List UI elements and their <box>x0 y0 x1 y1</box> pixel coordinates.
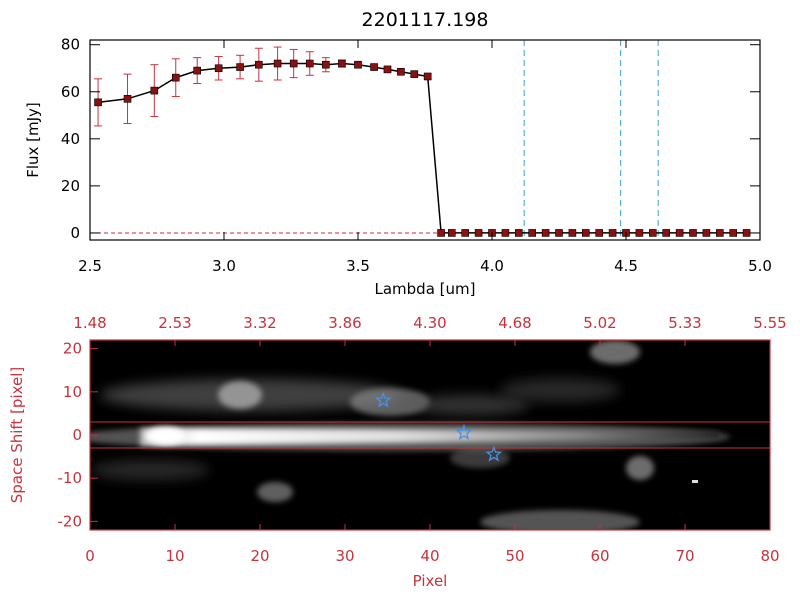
data-point-34 <box>635 229 644 237</box>
data-point-31 <box>595 229 604 237</box>
image-wavelength-ticks: 1.48 2.53 3.32 3.86 4.30 4.68 5.02 5.33 5.55 <box>73 314 787 346</box>
data-point-17 <box>410 70 419 78</box>
data-point-38 <box>689 229 697 237</box>
data-point-21 <box>461 229 470 237</box>
data-point-7 <box>255 60 263 69</box>
spectrum-x-tick-label-0: 2.5 <box>78 257 102 275</box>
image-x-tick-label-3: 30 <box>335 547 354 565</box>
image-wavelength-tick-label-2: 3.32 <box>243 314 276 332</box>
spectrum-line <box>97 62 747 234</box>
image-wavelength-tick-label-6: 5.02 <box>583 314 616 332</box>
image-x-tick-label-0: 0 <box>85 547 95 565</box>
data-point-5 <box>214 64 223 73</box>
data-point-41 <box>729 229 738 237</box>
image-x-tick-label-7: 70 <box>675 547 694 565</box>
image-wavelength-tick-label-0: 1.48 <box>73 314 106 332</box>
chart-title: 2201117.198 <box>362 9 489 31</box>
data-point-37 <box>675 229 684 237</box>
image-y-ticks: -20 -10 0 10 20 <box>58 340 98 530</box>
image-x-tick-label-6: 60 <box>590 547 609 565</box>
image-x-ticks: 0 10 20 30 40 50 60 70 80 <box>85 524 780 565</box>
image-x-tick-label-1: 10 <box>165 547 184 565</box>
data-point-10 <box>305 59 314 68</box>
spectrum-x-tick-label-5: 5.0 <box>748 257 772 275</box>
data-point-29 <box>568 229 577 237</box>
spectrum-x-tick-label-2: 3.5 <box>346 257 370 275</box>
spectral-image <box>90 340 770 530</box>
spectrum-y-tick-label-1: 20 <box>61 177 80 195</box>
data-point-6 <box>236 63 244 71</box>
data-point-22 <box>474 229 483 237</box>
image-wavelength-tick-label-4: 4.30 <box>413 314 446 332</box>
data-point-16 <box>397 67 405 76</box>
spectrum-x-axis-label: Lambda [um] <box>375 280 476 298</box>
spectrum-errorbars <box>94 46 432 127</box>
star-marker-1 <box>455 424 473 440</box>
image-y-tick-label-4: 20 <box>63 340 82 358</box>
data-point-18 <box>423 72 432 81</box>
spectrum-frame <box>89 39 761 241</box>
data-point-3 <box>171 73 180 82</box>
image-wavelength-tick-label-8: 5.55 <box>753 314 786 332</box>
spectrum-points <box>94 59 751 237</box>
image-wavelength-tick-label-3: 3.86 <box>328 314 361 332</box>
image-y-axis-label: Space Shift [pixel] <box>8 367 26 504</box>
data-point-9 <box>289 59 298 68</box>
spectrum-y-tick-label-0: 0 <box>70 224 80 242</box>
image-wavelength-tick-label-1: 2.53 <box>158 314 191 332</box>
data-point-20 <box>447 229 456 237</box>
data-point-30 <box>581 229 590 237</box>
data-point-26 <box>528 229 537 237</box>
data-point-39 <box>702 229 711 237</box>
data-point-40 <box>715 229 724 237</box>
data-point-15 <box>383 65 392 74</box>
spectrum-x-tick-label-1: 3.0 <box>212 257 236 275</box>
data-point-11 <box>322 60 330 69</box>
image-y-tick-label-0: -20 <box>58 512 83 530</box>
data-point-8 <box>273 59 282 68</box>
spectrum-x-ticks: 2.5 3.0 3.5 4.0 4.5 5.0 <box>78 40 772 275</box>
image-overlays <box>90 391 770 462</box>
data-point-28 <box>555 229 563 237</box>
spectrum-y-tick-label-2: 40 <box>61 130 80 148</box>
spectrum-overlays <box>90 40 760 240</box>
data-point-27 <box>541 229 550 237</box>
spectrum-x-tick-label-4: 4.5 <box>614 257 638 275</box>
image-wavelength-tick-label-5: 4.68 <box>498 314 531 332</box>
spectrum-y-ticks: 0 20 40 60 80 <box>61 36 760 242</box>
image-x-tick-label-4: 40 <box>420 547 439 565</box>
star-marker-0 <box>374 391 392 408</box>
image-y-tick-label-3: 10 <box>63 383 82 401</box>
data-point-36 <box>662 229 671 237</box>
spectrum-x-tick-label-3: 4.0 <box>480 257 504 275</box>
data-point-12 <box>338 59 346 68</box>
data-point-19 <box>437 229 445 237</box>
image-x-tick-label-2: 20 <box>250 547 269 565</box>
star-marker-2 <box>485 445 503 462</box>
image-y-tick-label-1: -10 <box>58 469 83 487</box>
data-point-35 <box>648 229 657 237</box>
data-point-14 <box>370 63 378 71</box>
spectrum-y-tick-label-4: 80 <box>61 36 80 54</box>
data-point-1 <box>123 95 132 103</box>
data-point-24 <box>501 229 510 237</box>
image-panel: 0 10 20 30 40 50 60 70 80 1.48 2.53 3.32 3.86 4.30 4.… <box>8 314 787 590</box>
data-point-2 <box>150 86 159 95</box>
spectrum-y-tick-label-3: 60 <box>61 83 80 101</box>
spectrum-y-axis-label: Flux [mJy] <box>24 102 42 178</box>
image-x-tick-label-5: 50 <box>505 547 524 565</box>
data-point-13 <box>354 60 362 69</box>
data-point-42 <box>742 229 751 237</box>
data-point-25 <box>514 229 523 237</box>
image-y-tick-label-2: 0 <box>72 426 82 444</box>
data-point-4 <box>193 66 201 75</box>
data-point-32 <box>608 229 617 237</box>
image-x-axis-label: Pixel <box>413 572 448 590</box>
data-point-0 <box>94 98 102 107</box>
image-wavelength-tick-label-7: 5.33 <box>668 314 701 332</box>
image-x-tick-label-8: 80 <box>760 547 779 565</box>
spectrum-panel: 2201117.198 2.5 3.0 3.5 4.0 4.5 5.0 0 20 40 60 80… <box>24 9 772 298</box>
